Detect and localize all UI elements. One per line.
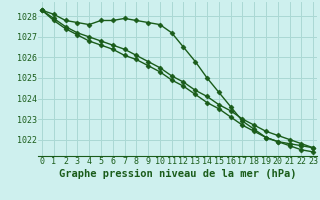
X-axis label: Graphe pression niveau de la mer (hPa): Graphe pression niveau de la mer (hPa) xyxy=(59,169,296,179)
